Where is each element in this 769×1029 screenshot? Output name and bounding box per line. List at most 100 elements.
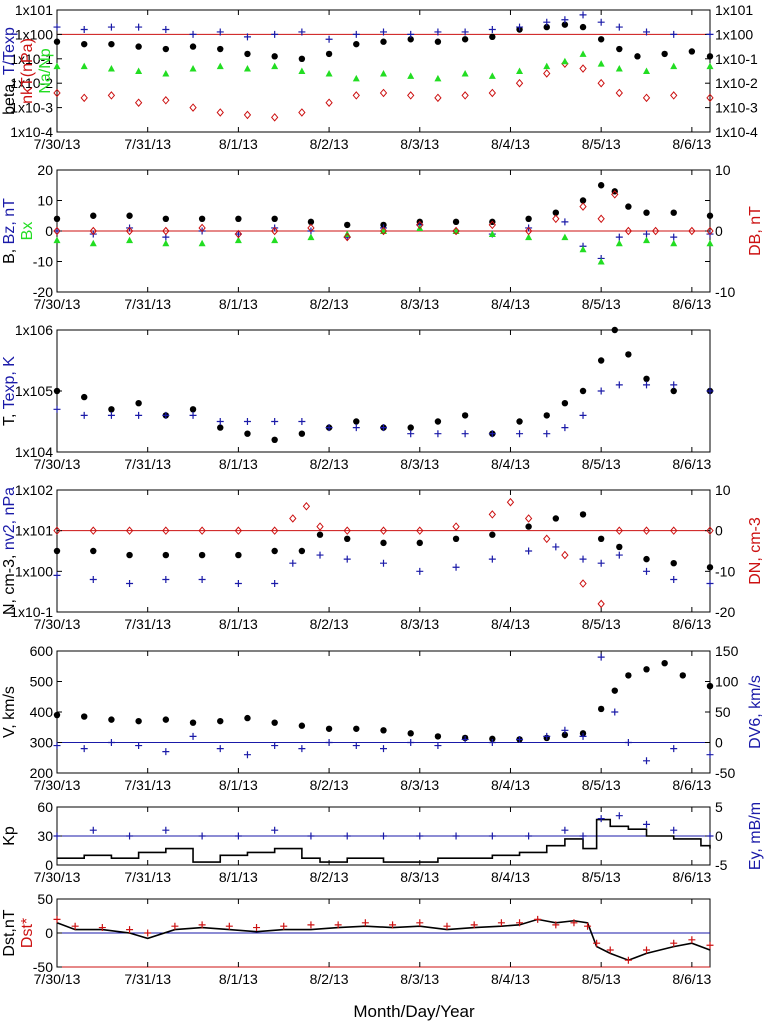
data-point <box>597 258 605 265</box>
data-point <box>162 716 170 723</box>
data-point <box>706 564 714 571</box>
y-axis-label-left-part: N, cm-3, <box>1 550 18 615</box>
data-point <box>688 936 696 944</box>
data-point <box>516 430 524 438</box>
data-point <box>561 731 569 739</box>
x-tick-label: 7/31/13 <box>124 296 171 312</box>
data-point <box>597 653 605 661</box>
data-point <box>361 919 369 927</box>
data-point <box>135 400 142 407</box>
x-tick-label: 8/6/13 <box>672 971 711 987</box>
y-tick-label-left: 1x106 <box>15 322 53 338</box>
data-point <box>198 239 206 247</box>
y-tick-label-left: 1x10-4 <box>10 124 53 140</box>
y-axis-label-left-part: Kp <box>1 826 18 846</box>
y-axis-label-right: DB, nT <box>747 206 764 256</box>
data-point <box>53 236 61 244</box>
data-point <box>298 745 306 753</box>
data-point <box>579 387 587 395</box>
data-point <box>89 826 97 834</box>
y-tick-label-right: 10 <box>715 162 731 178</box>
data-point <box>706 832 714 840</box>
y-axis-label-right: DV6, km/s <box>747 675 764 749</box>
data-point <box>516 67 524 74</box>
data-point <box>325 98 333 107</box>
series-b-0 <box>53 182 714 229</box>
data-point <box>561 218 569 226</box>
data-point <box>615 23 623 31</box>
data-point <box>584 922 592 930</box>
series-n-0 <box>53 511 714 571</box>
data-point <box>380 559 387 567</box>
data-point <box>611 190 619 199</box>
data-point <box>234 832 242 840</box>
data-point <box>162 226 170 236</box>
series-n-1 <box>53 543 714 588</box>
panel-t: 1x104 1x105 1x106 7/30/13 7/31/13 8/1/13 8/2/1… <box>1 322 714 472</box>
data-point <box>597 60 605 67</box>
data-point <box>298 55 306 62</box>
data-point <box>380 424 387 432</box>
x-tick-label: 8/6/13 <box>672 616 711 632</box>
data-point <box>643 236 651 244</box>
y-tick-label-right: 1x10-1 <box>715 51 758 67</box>
data-point <box>470 921 478 929</box>
y-tick-label-right: 1x10-3 <box>715 100 758 116</box>
data-point <box>434 418 442 425</box>
data-point <box>298 418 306 425</box>
data-point <box>389 921 397 929</box>
data-point <box>244 430 251 437</box>
data-point <box>53 387 61 395</box>
data-point <box>434 742 442 750</box>
data-point <box>552 209 560 216</box>
y-axis-label-left: B, Bz, nT <box>1 198 18 264</box>
x-tick-label: 7/30/13 <box>34 971 81 987</box>
data-point <box>380 38 387 45</box>
data-point <box>670 233 678 241</box>
data-point <box>162 551 170 559</box>
data-point <box>561 550 569 560</box>
data-point <box>434 430 442 438</box>
data-point <box>71 922 79 930</box>
data-point <box>244 50 251 58</box>
x-tick-label: 8/3/13 <box>400 869 439 885</box>
data-point <box>488 739 496 746</box>
series-dst-1 <box>53 915 714 964</box>
data-point <box>616 543 623 551</box>
data-point <box>107 91 116 100</box>
data-point <box>615 551 623 559</box>
data-point <box>452 832 460 840</box>
y-axis-label-left-2: Bx <box>19 222 36 241</box>
data-point <box>298 430 306 437</box>
data-point <box>352 742 360 750</box>
data-point <box>271 719 278 726</box>
y-tick-label-right: -20 <box>715 604 735 620</box>
data-point <box>416 567 424 575</box>
y-axis-label-left-part: T, <box>1 409 18 426</box>
data-point <box>89 526 97 535</box>
y-axis-label-left-2-part: nkT(nPa) <box>19 38 36 104</box>
data-point <box>579 579 587 588</box>
x-tick-label: 8/5/13 <box>582 616 621 632</box>
data-point <box>434 733 442 740</box>
data-point <box>615 381 623 389</box>
data-point <box>353 418 360 425</box>
data-point <box>126 832 134 840</box>
data-point <box>198 526 206 535</box>
x-tick-label: 8/1/13 <box>219 777 258 793</box>
data-point <box>516 735 524 743</box>
x-tick-label: 8/2/13 <box>310 971 349 987</box>
y-tick-label-left: 0 <box>45 223 53 239</box>
data-point <box>670 526 678 535</box>
data-point <box>489 735 496 743</box>
data-point <box>80 411 88 419</box>
data-point <box>615 88 623 98</box>
data-point <box>407 424 414 431</box>
data-point <box>135 717 142 725</box>
data-point <box>302 501 311 511</box>
data-point <box>525 547 533 555</box>
data-point <box>434 28 442 36</box>
x-tick-label: 8/1/13 <box>219 971 258 987</box>
data-point <box>379 226 388 236</box>
data-point <box>452 535 460 542</box>
